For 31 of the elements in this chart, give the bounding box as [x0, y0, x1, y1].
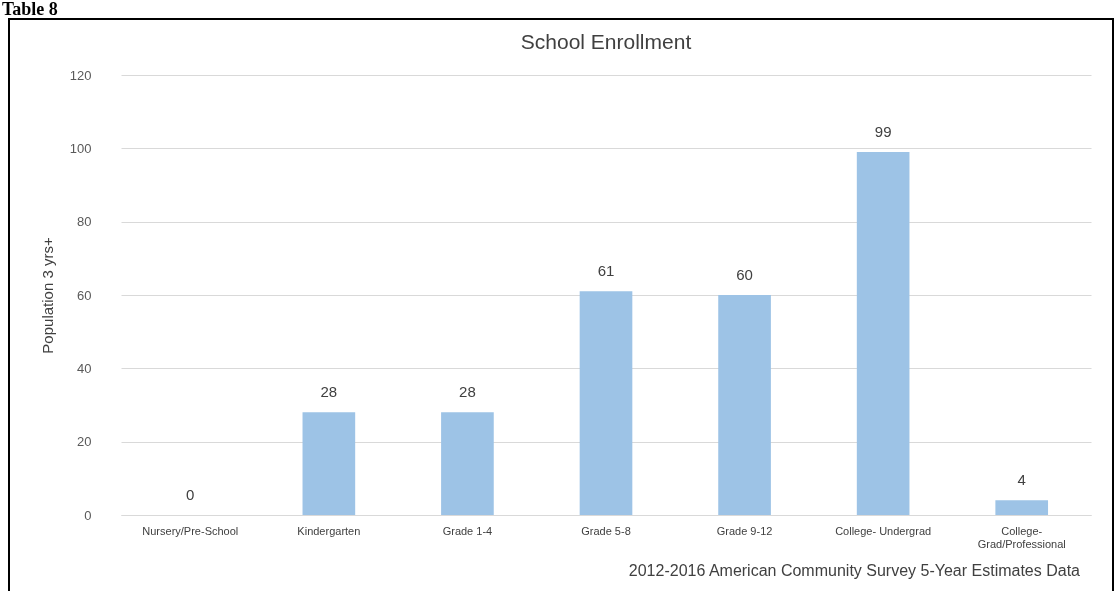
x-tick-label: Grade 9-12: [716, 524, 773, 537]
y-tick-label: 60: [77, 287, 92, 303]
y-axis-title: Population 3 yrs+: [38, 237, 56, 354]
data-label: 28: [459, 383, 476, 401]
data-label: 61: [597, 262, 615, 280]
bar: [856, 152, 910, 515]
chart-title: School Enrollment: [520, 30, 692, 53]
x-tick-label: Grade 5-8: [581, 524, 631, 537]
bar: [441, 412, 494, 515]
x-tick-label: Grade 1-4: [442, 524, 493, 537]
bar: [302, 412, 356, 515]
data-label: 60: [736, 266, 753, 283]
y-tick-label: 20: [77, 434, 92, 450]
y-tick-label: 40: [77, 360, 92, 376]
x-tick-label: College- Undergrad: [835, 524, 932, 537]
y-tick-label: 120: [69, 67, 92, 83]
x-tick-label: Kindergarten: [297, 524, 361, 537]
data-label: 28: [320, 383, 338, 401]
bar: [718, 295, 771, 515]
data-label: 4: [1017, 471, 1026, 489]
y-tick-label: 100: [69, 140, 92, 156]
x-tick-label: College- Grad/Professional: [977, 524, 1066, 550]
y-tick-label: 0: [84, 507, 92, 523]
bar: [579, 291, 633, 515]
y-tick-label: 80: [77, 214, 92, 230]
bar: [995, 500, 1049, 515]
caption: Table 8: [2, 0, 58, 19]
data-label: 99: [874, 123, 892, 140]
data-label: 0: [186, 486, 195, 503]
text: 2012-2016 American Community Survey 5-Year Estimates Data: [628, 562, 1080, 580]
x-tick-label: Nursery/Pre-School: [142, 524, 239, 537]
